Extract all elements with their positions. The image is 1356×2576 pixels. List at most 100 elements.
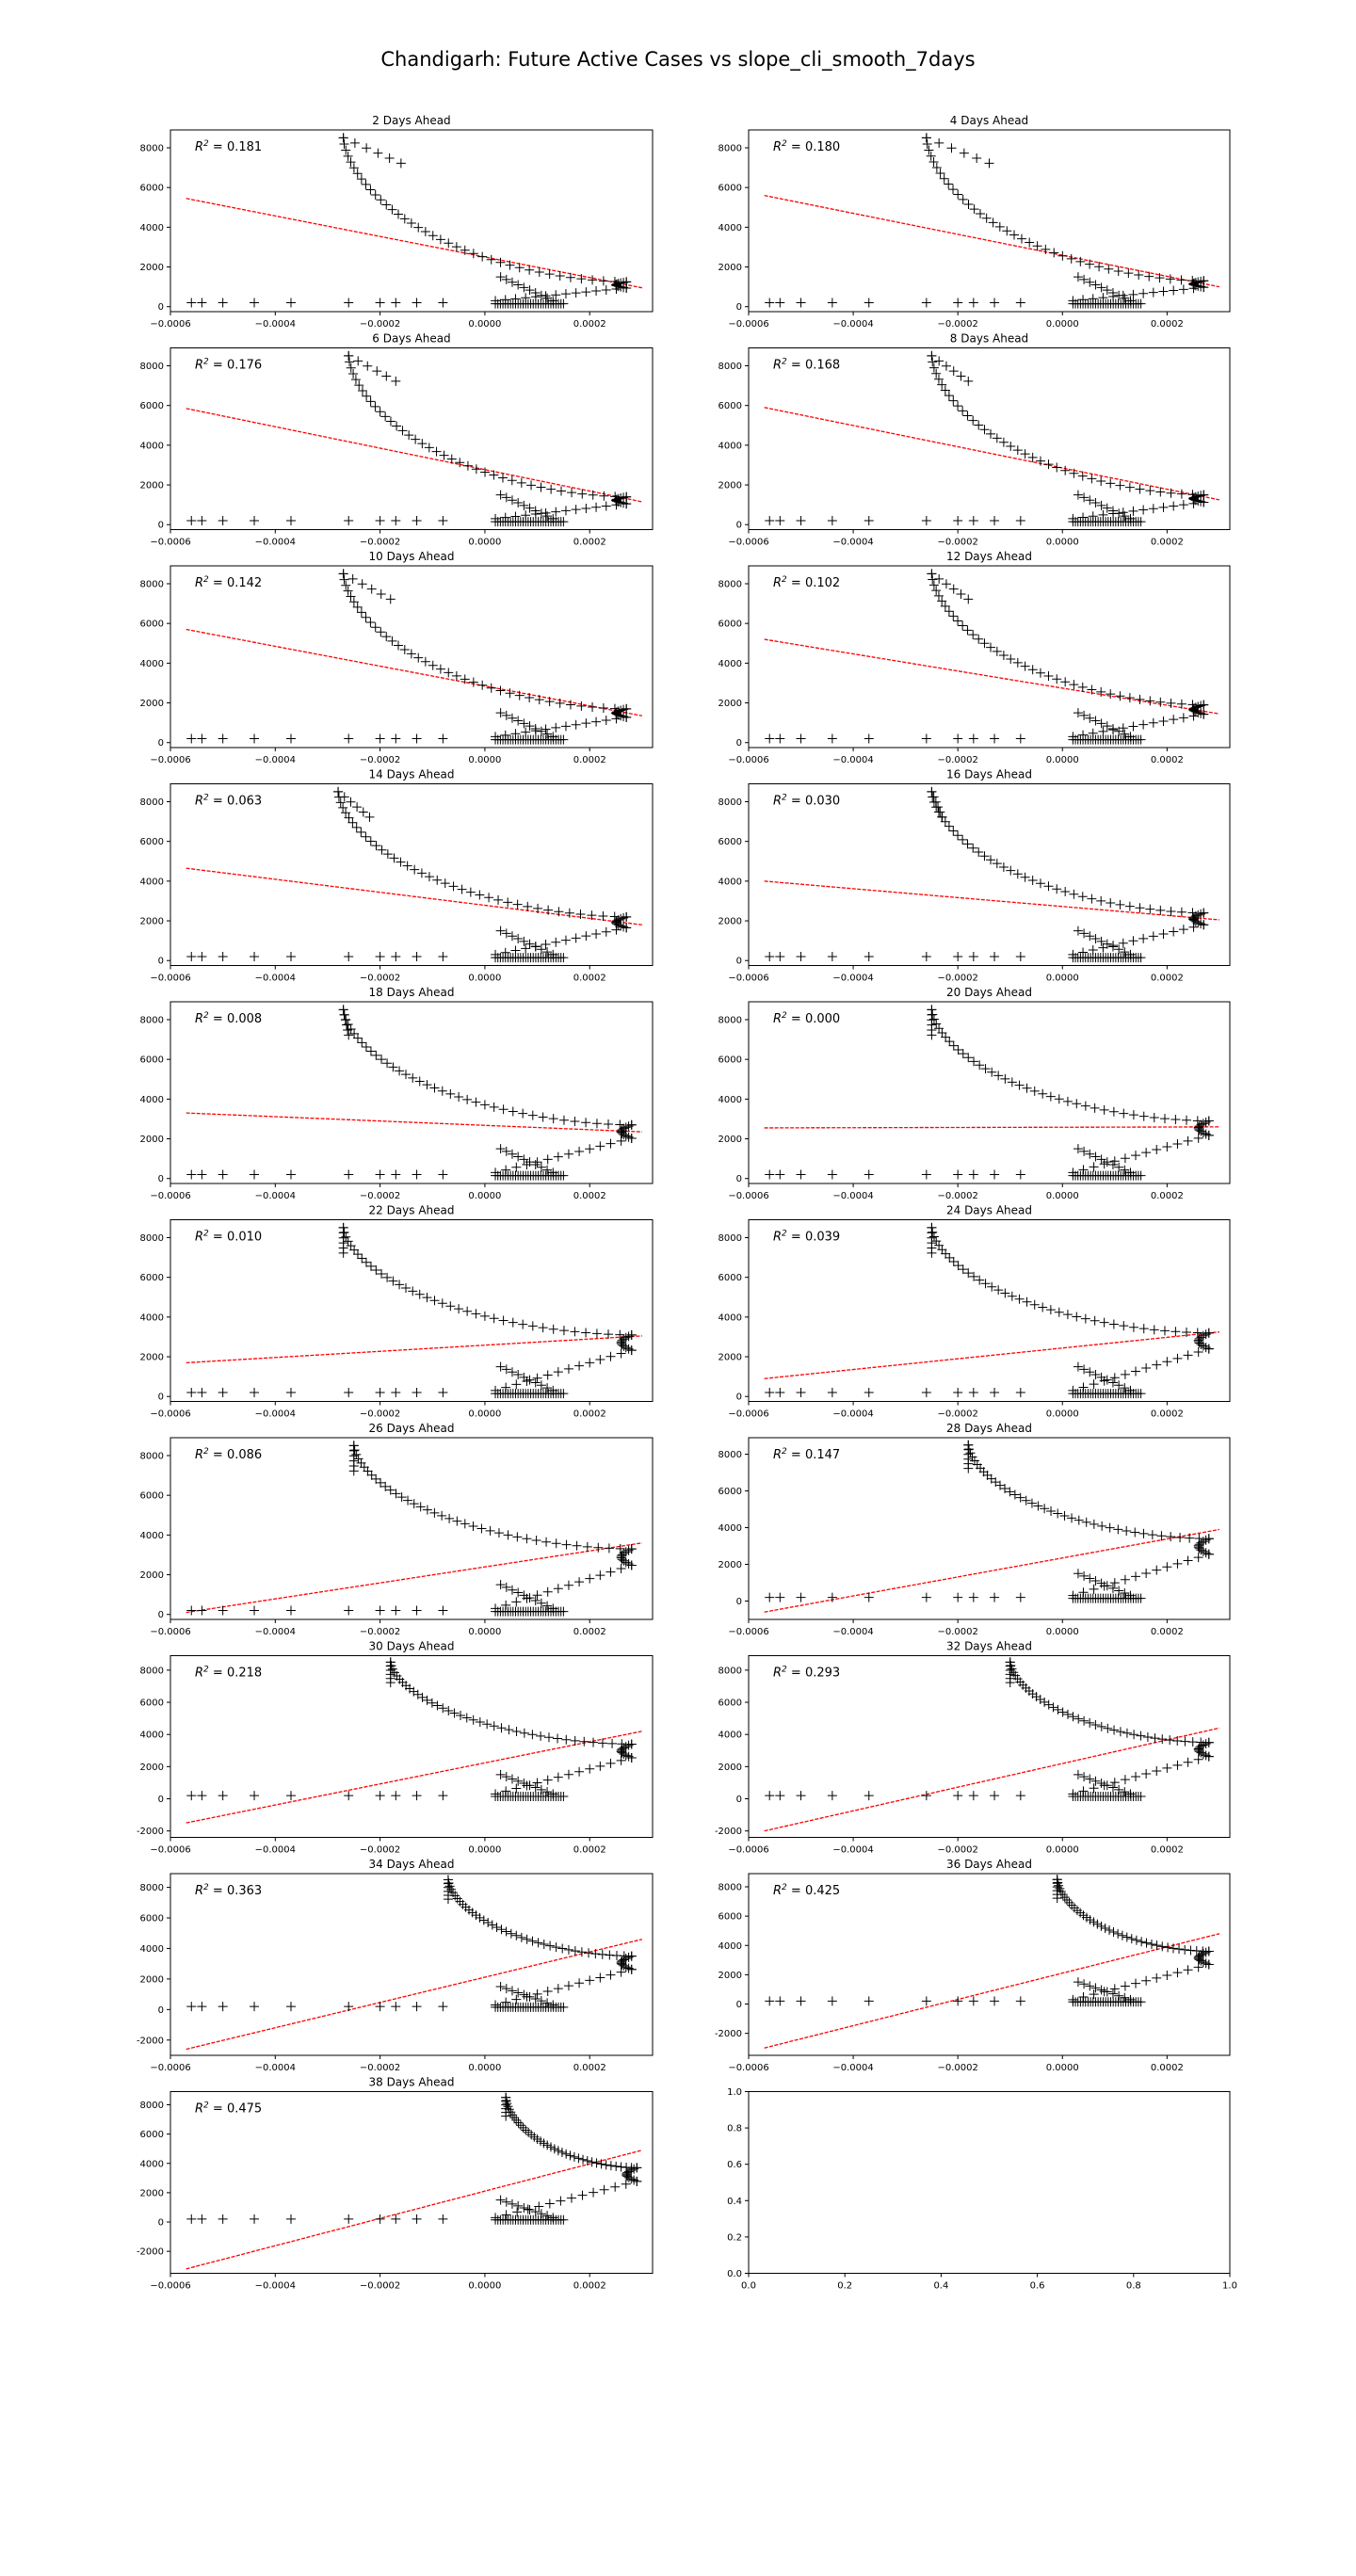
subplot: 30 Days Ahead−0.0006 −0.0004 −0.0002 0.0000… <box>137 1640 654 1856</box>
y-tick-label: 0.2 <box>727 2232 742 2243</box>
data-point <box>599 491 609 501</box>
x-tick-label: 0.0002 <box>1151 755 1184 765</box>
data-point <box>1068 1994 1078 2004</box>
data-point <box>1120 293 1130 303</box>
data-point <box>370 189 380 200</box>
data-point <box>531 1536 541 1546</box>
y-tick-label: 0 <box>158 302 164 313</box>
axes-frame <box>748 1001 1231 1184</box>
data-point <box>543 905 554 915</box>
data-point <box>1125 1994 1136 2004</box>
data-point <box>385 1678 396 1688</box>
data-point <box>1194 1121 1204 1132</box>
data-point <box>976 208 985 218</box>
data-point <box>409 1499 419 1509</box>
data-point <box>1053 1704 1063 1715</box>
data-point <box>1090 934 1101 944</box>
data-point <box>1085 1981 1095 1991</box>
data-point <box>495 1580 506 1590</box>
x-tick-label: 1.0 <box>1222 2281 1237 2292</box>
y-tick-label: 6000 <box>140 1699 164 1709</box>
data-point <box>391 376 401 386</box>
x-tick-label: 0.0000 <box>1046 1191 1079 1201</box>
data-point <box>530 942 541 952</box>
data-point <box>1155 905 1166 915</box>
data-point <box>963 1053 974 1063</box>
data-point <box>956 371 966 381</box>
fit-line <box>764 194 1220 288</box>
data-point <box>1187 276 1198 286</box>
data-point <box>1102 1157 1112 1167</box>
data-point <box>376 195 386 205</box>
data-point <box>796 1791 806 1801</box>
subplot: 20 Days Ahead−0.0006 −0.0004 −0.0002 0.0000… <box>718 986 1231 1201</box>
data-point <box>1103 1723 1113 1733</box>
data-point <box>495 1982 506 1992</box>
y-tick-label: 8000 <box>140 1883 164 1893</box>
data-point <box>616 1126 626 1136</box>
data-point <box>1193 1122 1203 1133</box>
data-point <box>548 1114 558 1124</box>
y-tick-label: 0 <box>736 1597 742 1607</box>
data-point <box>1203 1737 1214 1747</box>
data-point <box>1114 1162 1124 1172</box>
data-point <box>1097 1521 1107 1531</box>
r-squared-label: R2 = 0.000 <box>773 1011 840 1026</box>
data-point <box>1096 895 1106 906</box>
data-point <box>612 279 622 289</box>
x-tick-label: −0.0004 <box>255 538 296 548</box>
x-tick-label: −0.0006 <box>150 1409 190 1420</box>
data-point <box>1148 504 1158 514</box>
data-point <box>1085 259 1095 269</box>
x-tick-label: −0.0006 <box>150 538 190 548</box>
x-tick-label: 0.0000 <box>468 1845 501 1856</box>
data-point <box>1089 1989 1099 2000</box>
data-point <box>827 952 837 962</box>
data-point <box>1015 298 1025 308</box>
data-point <box>525 285 535 296</box>
data-point <box>964 1444 975 1455</box>
data-point <box>454 1091 464 1102</box>
data-point <box>953 516 963 526</box>
y-tick-label: 2000 <box>718 481 742 491</box>
data-point <box>573 2153 584 2164</box>
data-point <box>1166 488 1176 498</box>
x-tick-label: 0.0002 <box>1151 538 1184 548</box>
data-point <box>444 238 454 249</box>
data-point <box>372 366 382 377</box>
data-point <box>1198 1128 1208 1138</box>
x-tick-label: −0.0006 <box>150 2063 190 2073</box>
data-point <box>521 293 531 303</box>
fit-line <box>764 1933 1220 2049</box>
data-point <box>455 458 465 468</box>
data-point <box>1125 1590 1136 1601</box>
data-point <box>530 287 541 298</box>
x-tick-label: 0.0000 <box>1046 1409 1079 1420</box>
data-point <box>387 636 397 646</box>
data-point <box>775 733 785 744</box>
data-point <box>346 157 356 168</box>
data-point <box>519 1779 529 1788</box>
data-point <box>286 1169 296 1180</box>
data-point <box>569 2151 579 2162</box>
y-tick-label: 4000 <box>140 1731 164 1741</box>
data-point <box>1131 1978 1141 1988</box>
data-point <box>1102 503 1112 513</box>
data-point <box>958 834 968 845</box>
data-point <box>489 1721 499 1731</box>
data-point <box>341 808 351 818</box>
data-point <box>555 698 565 708</box>
data-point <box>1199 700 1209 710</box>
data-point <box>963 1268 974 1279</box>
data-point <box>1092 1919 1103 1929</box>
r-squared-label: R2 = 0.008 <box>195 1011 262 1026</box>
data-point <box>581 931 591 942</box>
data-point <box>534 267 544 278</box>
data-point <box>1185 1533 1195 1543</box>
data-point <box>1068 949 1078 959</box>
data-point <box>558 298 569 309</box>
data-point <box>1188 704 1199 715</box>
data-point <box>218 1605 228 1616</box>
data-point <box>610 491 621 502</box>
y-tick-label: 2000 <box>718 1560 742 1570</box>
